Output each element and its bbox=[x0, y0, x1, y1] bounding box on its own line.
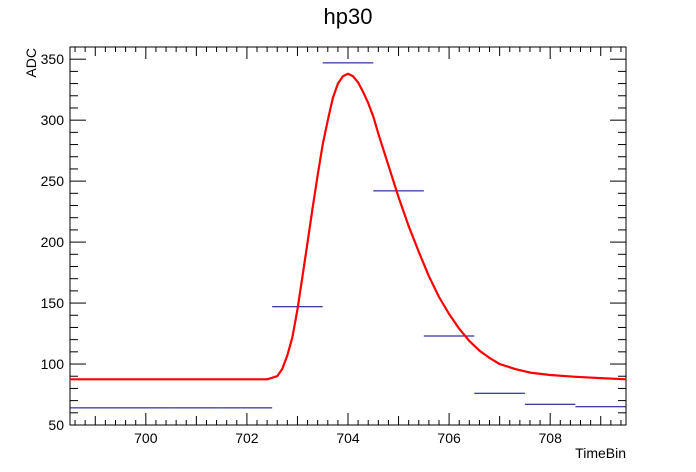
x-tick-label: 704 bbox=[336, 430, 360, 446]
y-tick-label: 100 bbox=[41, 356, 65, 372]
y-tick-label: 300 bbox=[41, 112, 65, 128]
y-axis-label: ADC bbox=[23, 48, 39, 78]
x-tick-label: 708 bbox=[539, 430, 563, 446]
x-tick-label: 702 bbox=[235, 430, 259, 446]
fit-curve bbox=[70, 72, 627, 381]
y-tick-label: 50 bbox=[48, 417, 64, 433]
chart-title: hp30 bbox=[323, 4, 373, 29]
y-tick-label: 350 bbox=[41, 51, 65, 67]
x-tick-label: 706 bbox=[437, 430, 461, 446]
x-axis-label: TimeBin bbox=[575, 445, 626, 461]
y-tick-label: 200 bbox=[41, 234, 65, 250]
y-tick-label: 150 bbox=[41, 295, 65, 311]
y-tick-label: 250 bbox=[41, 173, 65, 189]
plot-frame bbox=[69, 46, 627, 426]
x-tick-label: 700 bbox=[134, 430, 158, 446]
